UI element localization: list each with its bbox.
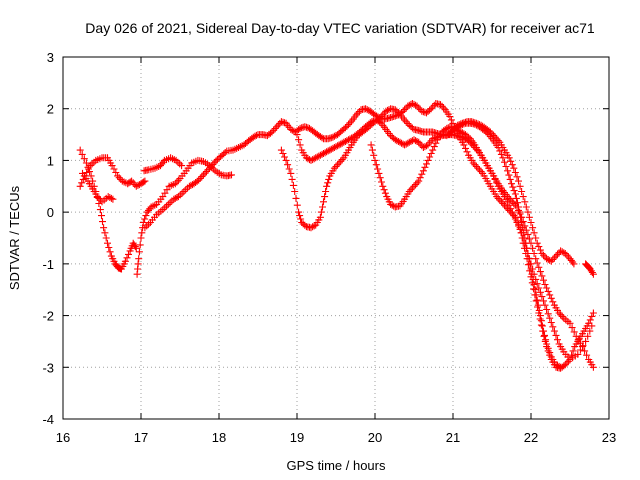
series-arc-3	[133, 156, 235, 278]
data-points	[76, 100, 597, 372]
series-arc-10	[79, 169, 117, 206]
y-tick-label: -2	[42, 309, 54, 324]
x-tick-label: 17	[134, 430, 148, 445]
chart-title: Day 026 of 2021, Sidereal Day-to-day VTE…	[85, 20, 595, 36]
series-arc-5	[141, 100, 597, 372]
series-arc-4	[140, 154, 186, 175]
y-tick-label: -4	[42, 412, 54, 427]
x-tick-label: 19	[290, 430, 304, 445]
plus-marks	[79, 169, 117, 206]
series-arc-8	[367, 123, 596, 363]
y-axis-label: SDTVAR / TECUs	[7, 185, 22, 290]
y-tick-label: 3	[47, 50, 54, 65]
y-tick-label: 0	[47, 205, 54, 220]
plus-marks	[367, 123, 596, 363]
series-arc-11	[582, 260, 597, 278]
plot-frame	[62, 56, 610, 420]
series-arc-9	[445, 118, 578, 268]
plus-marks	[76, 146, 140, 273]
plus-marks	[140, 154, 186, 175]
plus-marks	[582, 260, 597, 278]
x-tick-label: 16	[56, 430, 70, 445]
plus-marks	[445, 118, 578, 268]
x-tick-labels: 16 17 18 19 20 21 22 23	[56, 430, 616, 445]
y-tick-label: -1	[42, 257, 54, 272]
x-tick-label: 18	[212, 430, 226, 445]
y-tick-label: -3	[42, 360, 54, 375]
axis-ticks	[62, 56, 610, 420]
y-tick-label: 2	[47, 102, 54, 117]
series-arc-1	[76, 146, 140, 273]
x-tick-label: 21	[446, 430, 460, 445]
y-tick-label: 1	[47, 153, 54, 168]
x-tick-label: 22	[524, 430, 538, 445]
plus-marks	[76, 154, 149, 190]
x-axis-label: GPS time / hours	[287, 458, 386, 473]
x-tick-label: 20	[368, 430, 382, 445]
plus-marks	[133, 156, 235, 278]
x-tick-label: 23	[602, 430, 616, 445]
series-arc-2	[76, 154, 149, 190]
plus-marks	[293, 116, 597, 371]
y-tick-labels: 3 2 1 0 -1 -2 -3 -4	[42, 50, 54, 427]
plus-marks	[141, 100, 597, 372]
series-arc-7	[293, 116, 597, 371]
